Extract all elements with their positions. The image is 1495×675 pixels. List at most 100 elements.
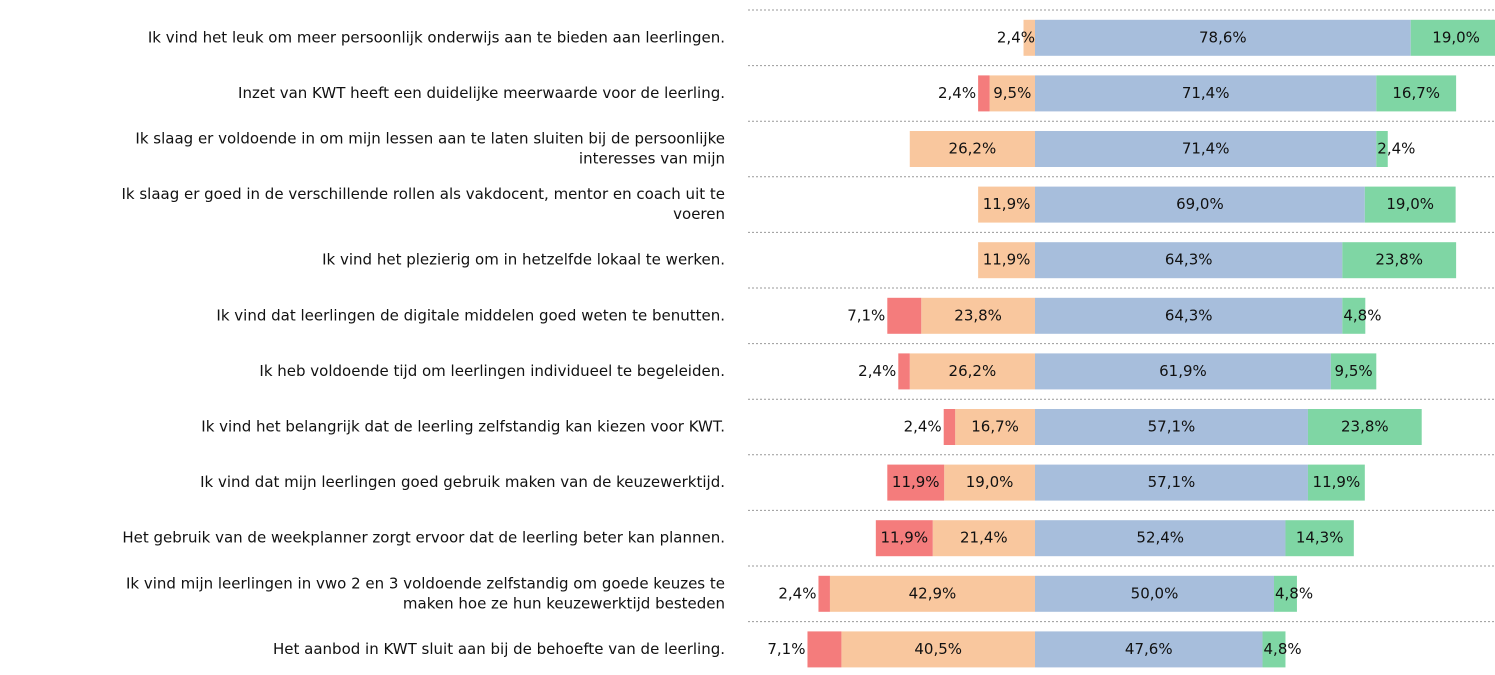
row-label: Ik vind het plezierig om in hetzelfde lo… [322, 251, 725, 269]
bar-segment [1410, 19, 1495, 56]
value-label: 11,9% [983, 251, 1031, 269]
value-label: 2,4% [778, 584, 816, 602]
row-label: Inzet van KWT heeft een duidelijke meerw… [238, 84, 725, 102]
value-label: 69,0% [1176, 195, 1224, 213]
bar-segment [1035, 131, 1377, 167]
value-label: 64,3% [1165, 306, 1213, 324]
bar-segment [1330, 353, 1377, 390]
row-label: Ik vind dat leerlingen de digitale midde… [216, 306, 725, 324]
value-label: 4,8% [1343, 306, 1381, 324]
row-label: Ik vind het leuk om meer persoonlijk ond… [148, 28, 725, 46]
bar-segment [829, 575, 1035, 612]
bar-segment [1307, 409, 1422, 445]
bar-segment [978, 186, 1035, 223]
bar-segment [1035, 242, 1343, 279]
bar-segment [1035, 520, 1286, 557]
row-label: Ik slaag er goed in de verschillende rol… [121, 185, 725, 203]
value-label: 11,9% [983, 195, 1031, 213]
bar-segment [944, 464, 1035, 501]
value-label: 11,9% [880, 529, 928, 547]
value-label: 2,4% [904, 418, 942, 436]
value-label: 23,8% [1341, 418, 1389, 436]
value-label: 16,7% [1392, 84, 1440, 102]
bar-segment [932, 520, 1035, 557]
value-label: 40,5% [914, 640, 962, 658]
row-label: Het gebruik van de weekplanner zorgt erv… [122, 529, 725, 547]
row-label: Ik slaag er voldoende in om mijn lessen … [135, 130, 725, 148]
value-label: 14,3% [1296, 529, 1344, 547]
value-label: 23,8% [954, 306, 1002, 324]
bar-segment [807, 631, 842, 668]
bar-segment [818, 575, 830, 612]
value-label: 57,1% [1148, 418, 1196, 436]
value-label: 4,8% [1275, 584, 1313, 602]
value-label: 71,4% [1182, 140, 1230, 158]
value-label: 7,1% [847, 306, 885, 324]
value-label: 19,0% [966, 473, 1014, 491]
value-label: 78,6% [1199, 28, 1247, 46]
value-label: 21,4% [960, 529, 1008, 547]
value-label: 16,7% [971, 418, 1019, 436]
bar-segment [978, 75, 990, 112]
value-label: 26,2% [949, 140, 997, 158]
bar-segment [1376, 131, 1388, 167]
bar-segment [955, 409, 1035, 445]
bar-segment [1285, 520, 1354, 557]
bar-segment [898, 353, 910, 390]
bar-segment [1342, 297, 1366, 334]
bar-segment [909, 353, 1035, 390]
bar-segment [841, 631, 1035, 668]
value-label: 9,5% [993, 84, 1031, 102]
bar-segment [978, 242, 1035, 279]
bar-segment [1262, 631, 1286, 668]
row-label: Ik vind het belangrijk dat de leerling z… [201, 418, 725, 436]
bar-segment [1035, 464, 1308, 501]
bar-segment [875, 520, 933, 557]
row-label: voeren [673, 205, 725, 223]
bar-segment [1035, 409, 1308, 445]
row-label: Het aanbod in KWT sluit aan bij de behoe… [273, 640, 725, 658]
value-label: 50,0% [1131, 584, 1179, 602]
bar-segment [1023, 19, 1035, 56]
value-label: 2,4% [1377, 140, 1415, 158]
bar-segment [909, 131, 1035, 167]
value-label: 47,6% [1125, 640, 1173, 658]
bar-segment [1035, 186, 1365, 223]
value-label: 11,9% [1313, 473, 1361, 491]
value-label: 19,0% [1386, 195, 1434, 213]
value-label: 2,4% [858, 362, 896, 380]
bar-segment [1035, 75, 1377, 112]
value-label: 2,4% [938, 84, 976, 102]
row-label: Ik heb voldoende tijd om leerlingen indi… [259, 362, 725, 380]
bar-segment [1035, 353, 1331, 390]
bar-segment [1035, 631, 1263, 668]
value-label: 42,9% [909, 584, 957, 602]
bar-segment [887, 464, 945, 501]
bar-segment [887, 297, 922, 334]
bar-segment [1035, 297, 1343, 334]
value-label: 23,8% [1375, 251, 1423, 269]
value-label: 7,1% [767, 640, 805, 658]
value-label: 19,0% [1432, 28, 1480, 46]
value-label: 11,9% [892, 473, 940, 491]
bar-segment [921, 297, 1035, 334]
row-label: Ik vind mijn leerlingen in vwo 2 en 3 vo… [126, 574, 725, 592]
value-label: 61,9% [1159, 362, 1207, 380]
row-label: Ik vind dat mijn leerlingen goed gebruik… [200, 473, 725, 491]
bar-segment [1342, 242, 1457, 279]
bar-segment [1035, 575, 1274, 612]
value-label: 4,8% [1264, 640, 1302, 658]
value-label: 64,3% [1165, 251, 1213, 269]
bar-segment [1274, 575, 1297, 612]
value-label: 57,1% [1148, 473, 1196, 491]
row-label: maken hoe ze hun keuzewerktijd besteden [403, 594, 725, 612]
value-label: 52,4% [1136, 529, 1184, 547]
value-label: 9,5% [1335, 362, 1373, 380]
value-label: 2,4% [997, 28, 1035, 46]
bar-segment [989, 75, 1035, 112]
bar-segment [1035, 19, 1411, 56]
value-label: 71,4% [1182, 84, 1230, 102]
bar-segment [943, 409, 956, 445]
bar-segment [1376, 75, 1457, 112]
